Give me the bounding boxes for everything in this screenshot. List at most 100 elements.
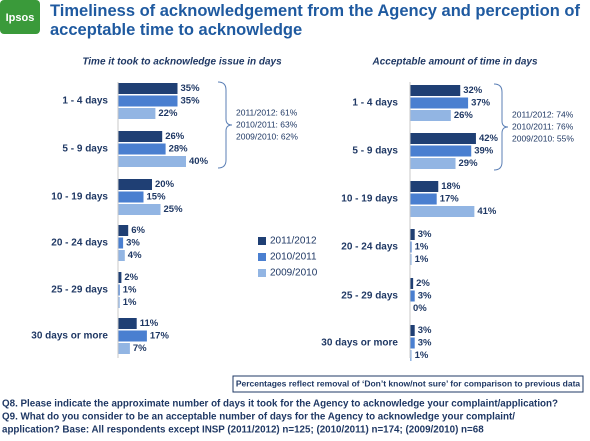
- note-box: [232, 375, 584, 393]
- bar: [410, 206, 475, 217]
- bar: [410, 110, 451, 121]
- value-label: 35%: [181, 83, 201, 94]
- bar: [118, 284, 120, 296]
- value-label: 41%: [477, 206, 497, 217]
- bar: [118, 330, 147, 342]
- bar: [118, 297, 120, 308]
- category-label: 5 - 9 days: [352, 146, 398, 157]
- value-label: 1%: [415, 254, 429, 265]
- bar: [118, 143, 166, 155]
- bar: [410, 325, 415, 336]
- value-label: 22%: [158, 108, 178, 119]
- annotation: 2009/2010: 62%: [236, 131, 298, 141]
- annotation: 2009/2010: 55%: [512, 133, 574, 143]
- logo-badge: [0, 0, 40, 34]
- category-label: 10 - 19 days: [51, 192, 108, 203]
- legend-label: 2010/2011: [270, 252, 317, 263]
- category-label: 25 - 29 days: [51, 285, 108, 296]
- bar: [118, 191, 144, 203]
- category-label: 10 - 19 days: [341, 194, 398, 205]
- logo: Ipsos: [6, 12, 35, 24]
- title: Timeliness of acknowledgement from the A…: [50, 2, 580, 20]
- brace: [217, 81, 233, 169]
- bar: [410, 278, 414, 289]
- value-label: 3%: [418, 325, 432, 336]
- value-label: 17%: [150, 331, 170, 342]
- legend-swatch: [258, 253, 266, 261]
- legend-label: 2009/2010: [270, 268, 318, 279]
- value-label: 3%: [418, 338, 432, 349]
- category-label: 25 - 29 days: [341, 291, 398, 302]
- value-label: 3%: [418, 229, 432, 240]
- bar: [118, 179, 152, 190]
- category-label: 20 - 24 days: [341, 242, 398, 253]
- category-label: 30 days or more: [31, 331, 108, 342]
- category-label: 1 - 4 days: [352, 98, 398, 109]
- value-label: 42%: [479, 133, 499, 144]
- value-label: 39%: [474, 146, 494, 157]
- category-label: 5 - 9 days: [62, 144, 108, 155]
- legend-label: 2011/2012: [270, 236, 317, 247]
- value-label: 2%: [124, 272, 138, 283]
- bar: [118, 318, 137, 329]
- value-label: 4%: [128, 250, 142, 261]
- value-label: 2%: [416, 278, 430, 289]
- footnote: Q9. What do you consider to be an accept…: [2, 412, 515, 423]
- value-label: 25%: [164, 204, 184, 215]
- value-label: 3%: [126, 238, 140, 249]
- annotation: 2010/2011: 63%: [236, 119, 298, 129]
- bar: [118, 95, 178, 107]
- value-label: 29%: [459, 158, 479, 169]
- bar: [118, 343, 130, 354]
- value-label: 32%: [463, 85, 483, 96]
- annotation: 2010/2011: 76%: [512, 121, 574, 131]
- value-label: 18%: [441, 181, 461, 192]
- value-label: 20%: [155, 179, 175, 190]
- bar: [410, 133, 476, 144]
- title: acceptable time to acknowledge: [50, 21, 302, 39]
- bar: [410, 193, 437, 205]
- bar: [118, 225, 129, 236]
- value-label: 37%: [471, 98, 491, 109]
- annotation: 2011/2012: 61%: [236, 107, 298, 117]
- value-label: 11%: [140, 318, 159, 329]
- value-label: 1%: [123, 285, 137, 296]
- bar: [410, 254, 412, 265]
- value-label: 17%: [440, 194, 460, 205]
- value-label: 1%: [123, 297, 137, 308]
- category-label: 30 days or more: [321, 338, 398, 349]
- value-label: 6%: [131, 225, 145, 236]
- legend-swatch: [258, 269, 266, 277]
- bar: [410, 229, 415, 240]
- bar: [410, 158, 456, 169]
- bar: [410, 85, 461, 96]
- value-label: 7%: [133, 343, 147, 354]
- value-label: 1%: [415, 242, 429, 253]
- bar: [410, 350, 412, 361]
- annotation: 2011/2012: 74%: [512, 109, 574, 119]
- footnote: Q8. Please indicate the approximate numb…: [2, 399, 558, 410]
- bar: [410, 337, 415, 349]
- bar: [410, 145, 472, 157]
- value-label: 26%: [454, 110, 474, 121]
- value-label: 26%: [165, 131, 185, 142]
- note: Percentages reflect removal of ‘Don’t kn…: [236, 378, 581, 388]
- bar: [118, 156, 186, 167]
- category-label: 20 - 24 days: [51, 238, 108, 249]
- bar: [118, 83, 178, 94]
- bar: [118, 108, 156, 119]
- bar: [118, 131, 163, 142]
- bar: [410, 181, 439, 192]
- brace: [493, 83, 509, 171]
- value-label: 3%: [418, 291, 432, 302]
- chart-subtitle: Time it took to acknowledge issue in day…: [82, 57, 282, 68]
- value-label: 28%: [169, 144, 189, 155]
- bar: [410, 241, 412, 253]
- bar: [118, 237, 124, 249]
- category-label: 1 - 4 days: [62, 96, 108, 107]
- chart-subtitle: Acceptable amount of time in days: [371, 57, 537, 68]
- value-label: 40%: [189, 156, 209, 167]
- bar: [118, 204, 161, 215]
- footnote: application? Base: All respondents excep…: [2, 425, 484, 436]
